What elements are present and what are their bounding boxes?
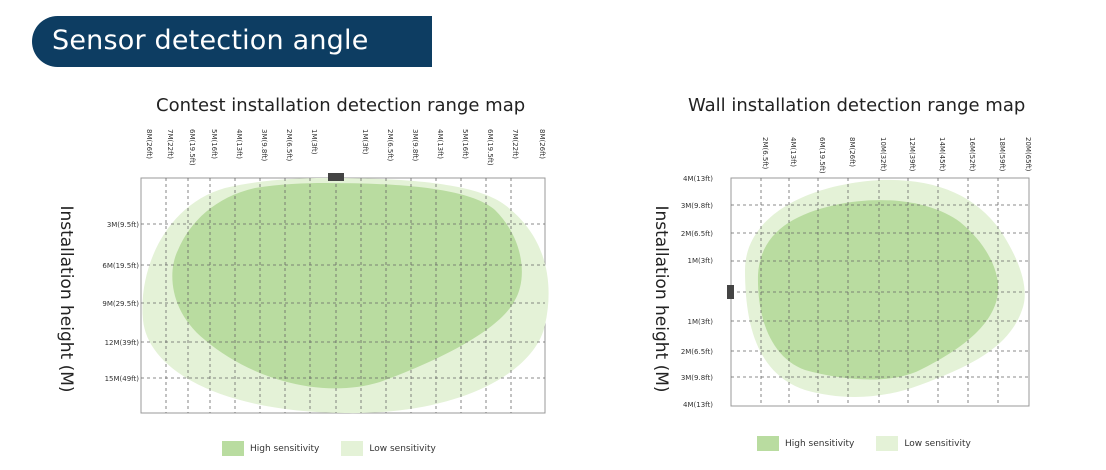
ceiling-top-tick: 5M(16ft) <box>210 129 218 159</box>
wall-sensor-mount <box>727 285 734 299</box>
ceiling-top-tick: 3M(9.8ft) <box>411 129 419 161</box>
high-sensitivity-swatch <box>757 436 779 451</box>
ceiling-legend: High sensitivity Low sensitivity <box>222 441 458 456</box>
ceiling-left-tick: 12M(39ft) <box>105 339 140 347</box>
legend-item-low: Low sensitivity <box>341 441 436 456</box>
ceiling-left-tick: 6M(19.5ft) <box>102 262 139 270</box>
ceiling-top-tick: 6M(19.5ft) <box>188 129 196 166</box>
wall-top-tick: 6M(19.5ft) <box>818 137 826 174</box>
ceiling-top-tick: 8M(26ft) <box>145 129 153 159</box>
wall-detection-map: 2M(6.5ft) 4M(13ft) 6M(19.5ft) 8M(26ft) 1… <box>681 137 1032 409</box>
wall-top-tick: 10M(32ft) <box>879 137 887 172</box>
ceiling-top-tick: 1M(3ft) <box>310 129 318 155</box>
wall-top-tick: 2M(6.5ft) <box>761 137 769 169</box>
wall-top-tick: 14M(45ft) <box>938 137 946 172</box>
wall-top-tick: 12M(39ft) <box>908 137 916 172</box>
wall-left-tick: 1M(3ft) <box>688 257 714 265</box>
wall-top-tick: 16M(52ft) <box>968 137 976 172</box>
wall-left-tick: 4M(13ft) <box>683 401 713 409</box>
wall-left-ticks: 4M(13ft) 3M(9.8ft) 2M(6.5ft) 1M(3ft) 1M(… <box>681 175 713 409</box>
ceiling-top-tick: 3M(9.8ft) <box>260 129 268 161</box>
wall-top-tick: 20M(65ft) <box>1024 137 1032 172</box>
legend-label-high: High sensitivity <box>785 438 855 449</box>
wall-left-tick: 2M(6.5ft) <box>681 348 713 356</box>
legend-item-low: Low sensitivity <box>876 436 971 451</box>
wall-top-tick: 18M(59ft) <box>998 137 1006 172</box>
ceiling-grid <box>141 178 545 413</box>
ceiling-left-tick: 15M(49ft) <box>105 375 140 383</box>
ceiling-top-tick: 4M(13ft) <box>436 129 444 159</box>
ceiling-map-title: Contest installation detection range map <box>156 95 526 116</box>
ceiling-top-tick: 4M(13ft) <box>235 129 243 159</box>
low-sensitivity-swatch <box>876 436 899 451</box>
ceiling-top-tick: 2M(6.5ft) <box>386 129 394 161</box>
wall-top-tick: 8M(26ft) <box>848 137 856 167</box>
wall-top-ticks: 2M(6.5ft) 4M(13ft) 6M(19.5ft) 8M(26ft) 1… <box>761 137 1032 174</box>
ceiling-left-ticks: 3M(9.5ft) 6M(19.5ft) 9M(29.5ft) 12M(39ft… <box>102 221 139 383</box>
legend-item-high: High sensitivity <box>757 436 854 451</box>
wall-left-tick: 2M(6.5ft) <box>681 230 713 238</box>
legend-label-high: High sensitivity <box>250 443 320 454</box>
wall-grid <box>731 178 1029 406</box>
ceiling-top-tick: 1M(3ft) <box>361 129 369 155</box>
section-header-banner: Sensor detection angle <box>32 16 432 67</box>
ceiling-top-tick: 8M(26ft) <box>538 129 546 159</box>
legend-label-low: Low sensitivity <box>904 438 971 449</box>
wall-left-tick: 4M(13ft) <box>683 175 713 183</box>
high-sensitivity-swatch <box>222 441 244 456</box>
ceiling-top-tick: 7M(22ft) <box>166 129 174 159</box>
section-title: Sensor detection angle <box>52 25 369 56</box>
low-sensitivity-swatch <box>341 441 364 456</box>
legend-item-high: High sensitivity <box>222 441 319 456</box>
ceiling-sensor-mount <box>328 173 344 181</box>
wall-left-tick: 3M(9.8ft) <box>681 374 713 382</box>
ceiling-left-tick: 3M(9.5ft) <box>107 221 139 229</box>
wall-map-title: Wall installation detection range map <box>688 95 1026 116</box>
wall-top-tick: 4M(13ft) <box>789 137 797 167</box>
legend-label-low: Low sensitivity <box>369 443 436 454</box>
ceiling-top-tick: 5M(16ft) <box>461 129 469 159</box>
wall-left-tick: 3M(9.8ft) <box>681 202 713 210</box>
ceiling-top-ticks: 8M(26ft) 7M(22ft) 6M(19.5ft) 5M(16ft) 4M… <box>145 129 546 166</box>
ceiling-top-tick: 6M(19.5ft) <box>486 129 494 166</box>
ceiling-detection-map: 8M(26ft) 7M(22ft) 6M(19.5ft) 5M(16ft) 4M… <box>102 129 549 414</box>
ceiling-top-tick: 7M(22ft) <box>511 129 519 159</box>
wall-legend: High sensitivity Low sensitivity <box>757 436 993 451</box>
wall-left-tick: 1M(3ft) <box>688 318 714 326</box>
ceiling-top-tick: 2M(6.5ft) <box>285 129 293 161</box>
ceiling-left-tick: 9M(29.5ft) <box>102 300 139 308</box>
